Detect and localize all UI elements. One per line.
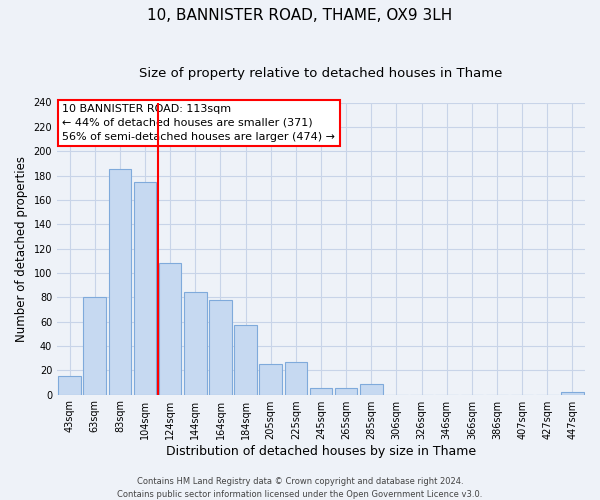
Bar <box>284 362 307 394</box>
Bar <box>310 388 332 394</box>
X-axis label: Distribution of detached houses by size in Thame: Distribution of detached houses by size … <box>166 444 476 458</box>
Y-axis label: Number of detached properties: Number of detached properties <box>15 156 28 342</box>
Bar <box>109 170 131 394</box>
Bar <box>234 325 257 394</box>
Bar <box>259 364 282 394</box>
Bar <box>159 263 181 394</box>
Bar <box>58 376 81 394</box>
Text: 10 BANNISTER ROAD: 113sqm
← 44% of detached houses are smaller (371)
56% of semi: 10 BANNISTER ROAD: 113sqm ← 44% of detac… <box>62 104 335 142</box>
Text: Contains HM Land Registry data © Crown copyright and database right 2024.
Contai: Contains HM Land Registry data © Crown c… <box>118 477 482 499</box>
Bar <box>184 292 206 394</box>
Bar <box>360 384 383 394</box>
Text: 10, BANNISTER ROAD, THAME, OX9 3LH: 10, BANNISTER ROAD, THAME, OX9 3LH <box>148 8 452 22</box>
Bar <box>335 388 358 394</box>
Bar <box>83 297 106 394</box>
Bar <box>209 300 232 394</box>
Bar <box>561 392 584 394</box>
Title: Size of property relative to detached houses in Thame: Size of property relative to detached ho… <box>139 68 503 80</box>
Bar <box>134 182 157 394</box>
